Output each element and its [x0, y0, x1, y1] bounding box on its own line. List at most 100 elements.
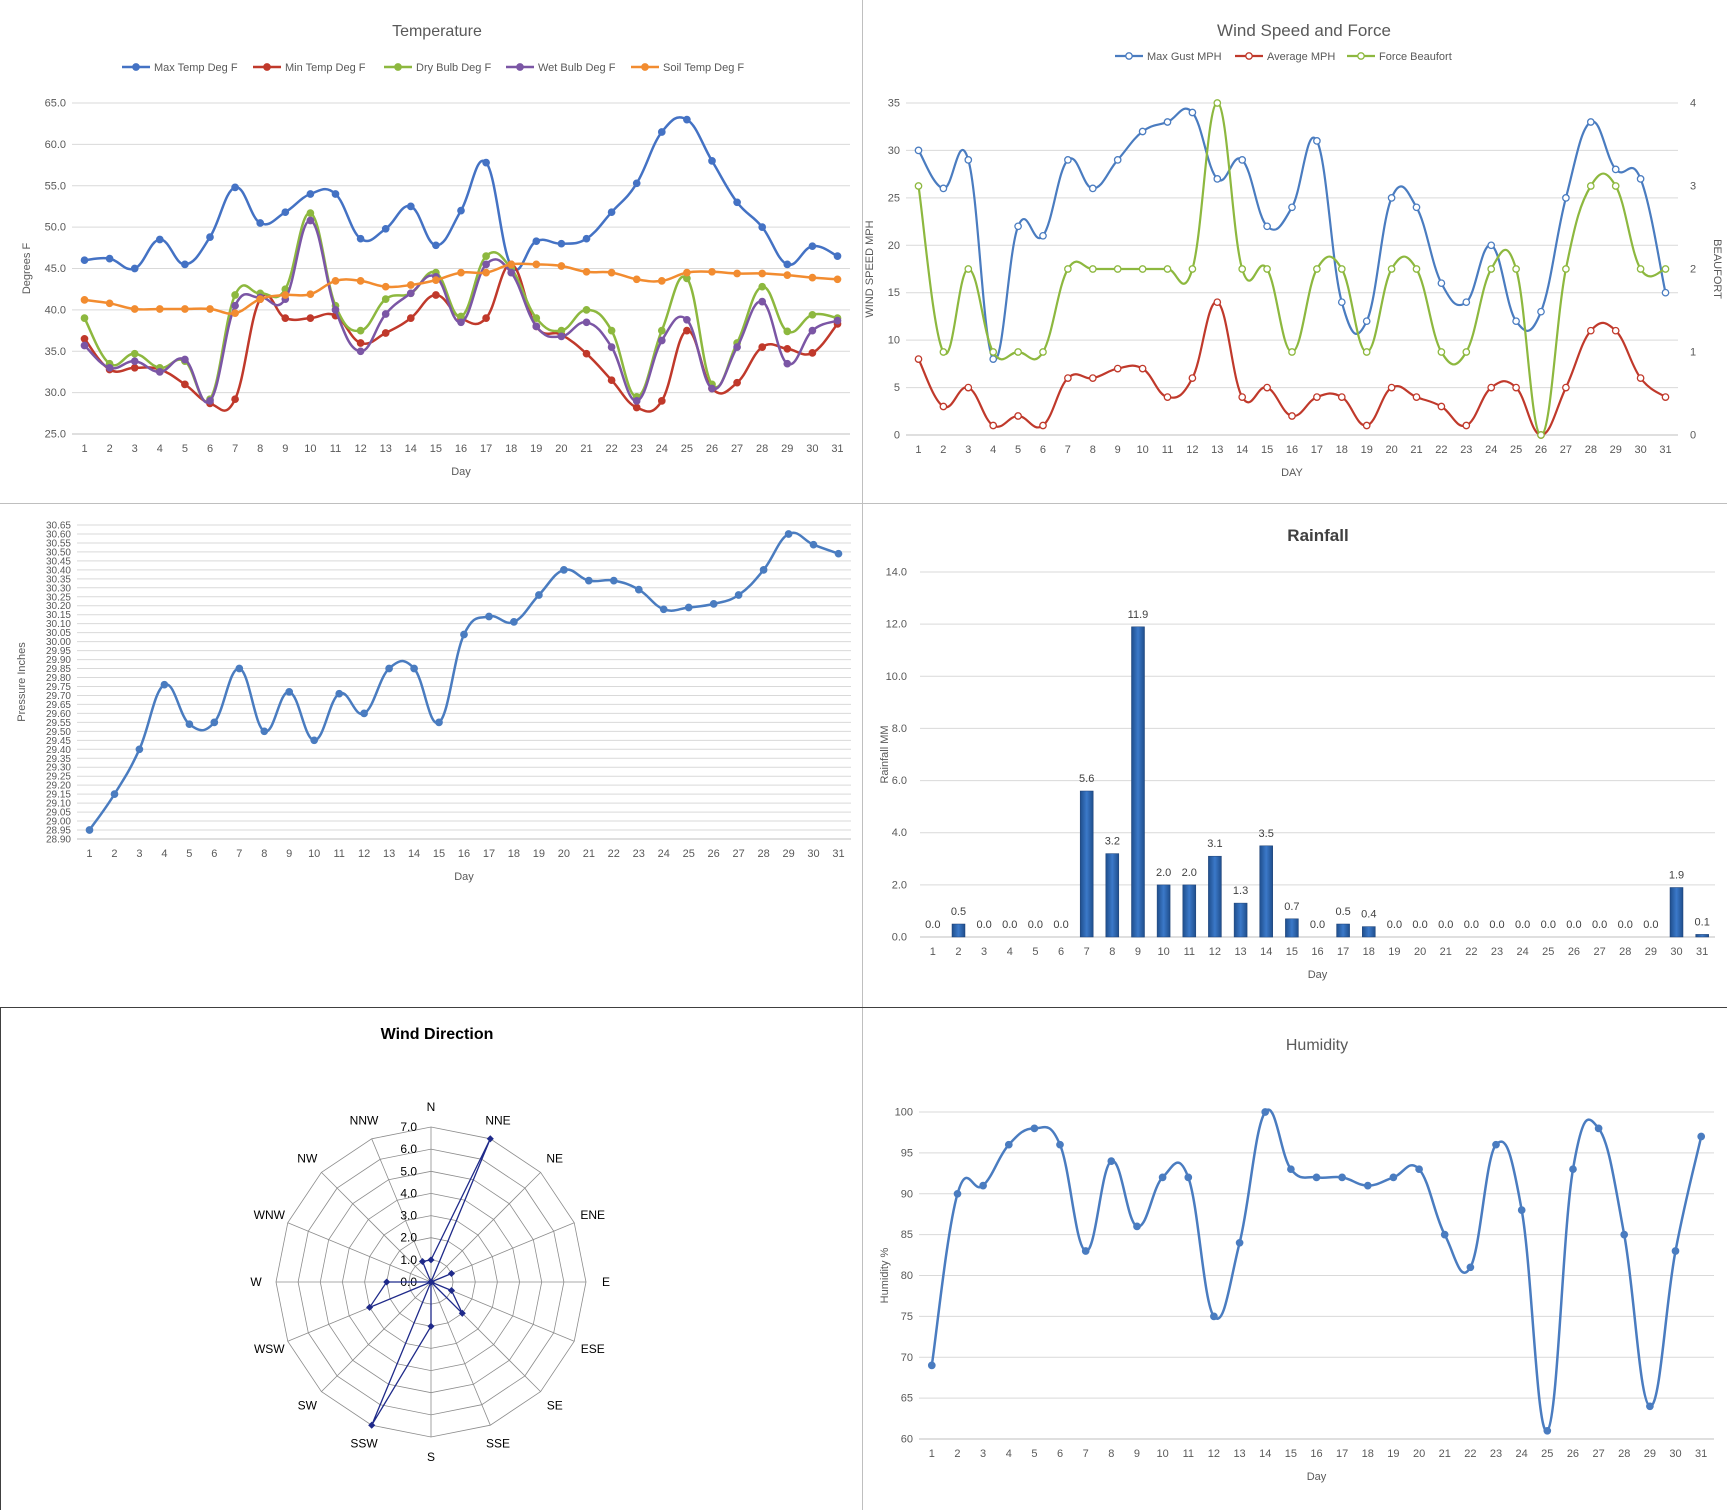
data-point — [1288, 412, 1296, 420]
data-point — [1288, 203, 1296, 212]
data-point — [632, 397, 641, 405]
data-point — [914, 355, 923, 363]
data-label: 3.5 — [1259, 828, 1274, 840]
x-tick-label: 11 — [1162, 444, 1173, 456]
rainfall-bar — [1336, 923, 1350, 938]
data-point — [1387, 265, 1396, 273]
legend-swatch-marker — [1357, 52, 1365, 60]
x-tick-label: 23 — [631, 443, 643, 455]
data-point — [281, 291, 290, 299]
radar-spoke — [287, 1222, 432, 1283]
data-label: 0.0 — [1053, 919, 1068, 931]
data-point — [1586, 182, 1595, 190]
data-point — [684, 603, 693, 612]
data-point — [1287, 1165, 1295, 1174]
direction-label: S — [427, 1450, 435, 1464]
data-point — [560, 566, 568, 574]
radar-data-point — [383, 1278, 391, 1286]
x-tick-label: 21 — [1440, 946, 1452, 958]
y-tick-label: 35 — [888, 98, 900, 110]
direction-label: NE — [546, 1151, 563, 1165]
y2-tick-label: 2 — [1690, 264, 1696, 276]
series-line — [84, 116, 839, 271]
y2-tick-label: 1 — [1690, 347, 1696, 359]
x-tick-label: 24 — [1485, 444, 1497, 456]
data-point — [557, 332, 566, 341]
x-tick-label: 5 — [1031, 1448, 1037, 1460]
y-tick-label: 29.15 — [46, 790, 71, 801]
data-point — [1363, 1181, 1372, 1190]
data-point — [607, 343, 616, 351]
chart-title: Wind Speed and Force — [1217, 21, 1391, 40]
data-point — [105, 299, 114, 308]
data-point — [360, 709, 368, 718]
data-point — [582, 234, 591, 243]
data-point — [833, 316, 842, 325]
x-tick-label: 22 — [605, 443, 617, 455]
x-tick-label: 12 — [1209, 946, 1221, 958]
rainfall-chart-panel: Rainfall 0.0 2.0 4.0 6.0 8.0 10.0 12.0 14.0 1 2 3 4 5… — [863, 504, 1727, 1007]
y-tick-label: 15 — [888, 287, 900, 299]
data-point — [1661, 288, 1670, 297]
data-point — [1412, 393, 1421, 401]
data-label: 0.0 — [1438, 919, 1453, 931]
data-point — [964, 383, 973, 392]
data-point — [1163, 118, 1172, 126]
data-point — [1313, 393, 1321, 401]
x-tick-label: 26 — [1567, 1448, 1579, 1460]
x-tick-label: 31 — [1695, 1448, 1707, 1460]
x-tick-label: 28 — [1619, 946, 1631, 958]
temperature-chart-panel: Temperature 25.0 30.0 35.0 40.0 45.0 50.0 55.0 6… — [0, 0, 862, 503]
data-point — [381, 329, 390, 337]
radar-series-line — [367, 1138, 491, 1426]
y-tick-label: 29.05 — [46, 808, 71, 819]
data-point — [1537, 431, 1545, 439]
data-point — [1661, 393, 1670, 401]
x-tick-label: 18 — [1363, 946, 1375, 958]
data-label: 1.3 — [1233, 885, 1248, 897]
data-point — [1014, 412, 1022, 420]
x-tick-label: 27 — [1592, 1448, 1604, 1460]
x-tick-label: 8 — [1090, 444, 1096, 456]
data-point — [1492, 1140, 1500, 1149]
x-tick-label: 5 — [186, 848, 192, 860]
x-tick-label: 6 — [1040, 444, 1046, 456]
y-tick-label: 29.80 — [46, 673, 71, 684]
radar-data-point — [458, 1309, 466, 1317]
x-tick-label: 23 — [1491, 946, 1503, 958]
x-tick-label: 4 — [1007, 946, 1013, 958]
chart-title: Wind Direction — [381, 1026, 494, 1043]
data-point — [1487, 383, 1496, 392]
radar-spoke — [430, 1281, 491, 1426]
x-tick-label: 27 — [1560, 444, 1572, 456]
rainfall-bar — [1131, 626, 1145, 938]
data-point — [1138, 364, 1147, 373]
data-label: 0.0 — [1566, 919, 1581, 931]
data-point — [914, 182, 923, 190]
radar-spoke — [430, 1222, 575, 1283]
data-point — [609, 576, 618, 585]
data-point — [1594, 1124, 1603, 1133]
y-tick-label: 65.0 — [45, 98, 66, 110]
x-tick-label: 14 — [405, 443, 417, 455]
series-line — [917, 101, 1666, 437]
data-point — [457, 268, 465, 277]
data-point — [160, 680, 169, 689]
data-point — [1261, 1108, 1270, 1116]
data-point — [185, 720, 194, 729]
data-point — [406, 314, 415, 322]
data-point — [532, 322, 541, 331]
y-tick-label: 30.40 — [46, 565, 71, 576]
radar-spoke — [371, 1138, 432, 1283]
horizontal-divider-top — [0, 503, 1727, 504]
data-label: 0.0 — [1310, 919, 1325, 931]
y-tick-label: 30.60 — [46, 529, 71, 540]
data-point — [584, 576, 593, 585]
rainfall-bar — [1259, 845, 1273, 938]
legend-label: Force Beaufort — [1379, 51, 1452, 63]
x-tick-label: 25 — [1541, 1448, 1553, 1460]
data-point — [1487, 265, 1496, 273]
data-point — [1138, 127, 1147, 136]
legend-swatch-marker — [641, 63, 649, 71]
data-point — [482, 252, 490, 260]
